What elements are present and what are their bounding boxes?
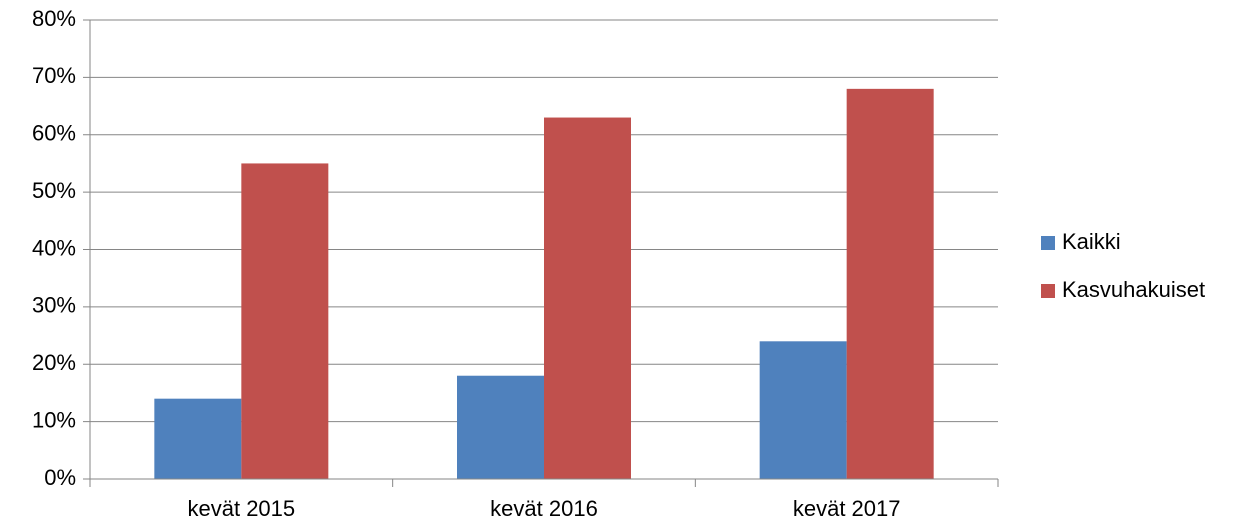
y-tick-label: 30% [32,293,76,318]
y-tick-label: 70% [32,63,76,88]
bar [457,375,544,479]
bar [154,398,242,479]
legend-swatch [1041,236,1055,250]
legend-label: Kaikki [1062,229,1121,254]
y-tick-label: 60% [32,121,76,146]
y-tick-label: 10% [32,407,76,432]
y-tick-label: 0% [44,465,76,490]
legend-swatch [1041,284,1055,298]
bar [544,117,631,479]
y-tick-label: 50% [32,178,76,203]
y-tick-label: 40% [32,235,76,260]
legend-label: Kasvuhakuiset [1062,277,1205,302]
x-tick-label: kevät 2016 [490,496,598,521]
y-tick-label: 20% [32,350,76,375]
bar [846,88,934,479]
x-tick-label: kevät 2015 [188,496,296,521]
bar [759,341,847,479]
y-tick-label: 80% [32,6,76,31]
bar [241,163,329,479]
x-tick-label: kevät 2017 [793,496,901,521]
